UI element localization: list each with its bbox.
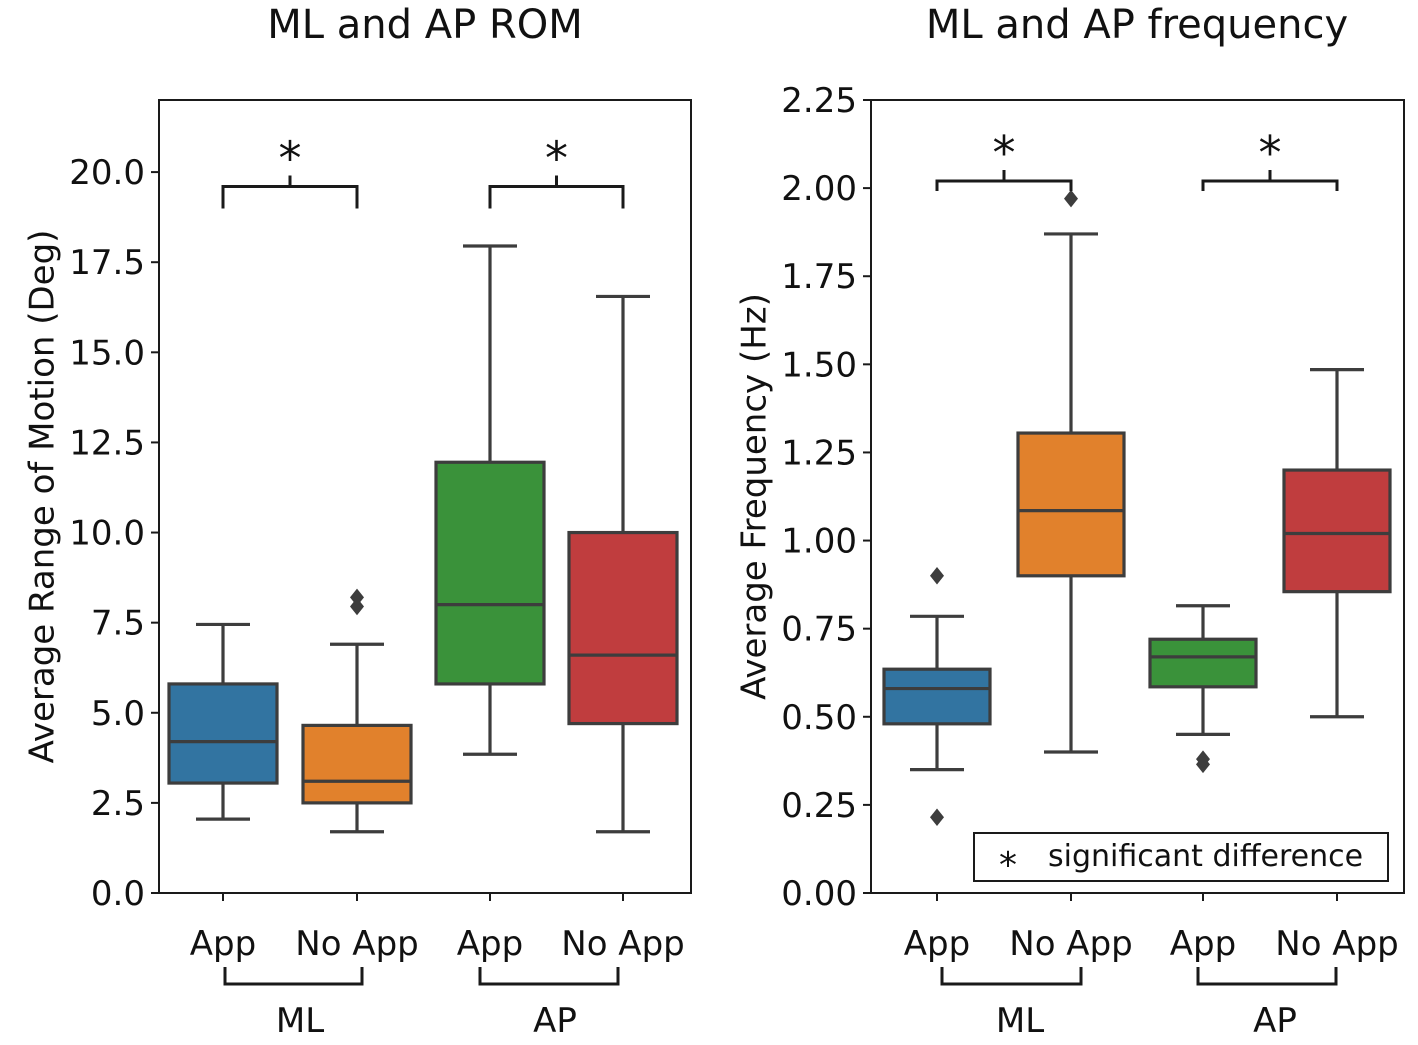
legend: * significant difference xyxy=(973,832,1389,886)
outlier-point xyxy=(930,808,944,826)
chart-panel-1: ML and AP ROM Average Range of Motion (De… xyxy=(23,2,692,1041)
box-1 xyxy=(167,622,279,821)
significance-bracket xyxy=(221,175,359,209)
x-tick-label: App xyxy=(457,924,523,964)
outlier-point xyxy=(1064,189,1078,208)
y-tick-label: 0.75 xyxy=(781,610,857,650)
group-bracket xyxy=(940,967,1083,986)
legend-marker: * xyxy=(999,845,1017,886)
y-tick-label: 12.5 xyxy=(69,423,145,463)
box-iqr xyxy=(434,460,546,686)
chart-title: ML and AP frequency xyxy=(926,2,1348,48)
y-tick-label: 2.00 xyxy=(781,169,857,209)
box-4 xyxy=(567,294,679,834)
y-tick-label: 1.75 xyxy=(781,257,857,297)
chart-panel-2: ML and AP frequency Average Frequency (Hz… xyxy=(735,2,1405,1041)
box-3 xyxy=(434,244,546,756)
box-iqr xyxy=(1016,431,1126,578)
box-2 xyxy=(301,588,413,834)
box-iqr xyxy=(301,723,413,805)
y-tick-label: 17.5 xyxy=(69,243,145,283)
box-3 xyxy=(1148,604,1258,774)
group-label: AP xyxy=(533,1001,577,1041)
group-label: ML xyxy=(276,1001,324,1041)
significance-bracket xyxy=(488,175,625,209)
x-tick-label: App xyxy=(1170,924,1236,964)
box-iqr xyxy=(1282,468,1392,594)
box-1 xyxy=(882,567,992,826)
group-bracket xyxy=(478,967,620,986)
y-tick-label: 2.25 xyxy=(781,81,857,121)
significance-marker: * xyxy=(545,132,568,186)
group-label: AP xyxy=(1253,1001,1297,1041)
y-tick-label: 20.0 xyxy=(69,153,145,193)
y-tick-label: 10.0 xyxy=(69,514,145,554)
box-iqr xyxy=(567,530,679,726)
outlier-point xyxy=(350,597,364,616)
y-tick-label: 7.5 xyxy=(91,604,145,644)
y-tick-label: 0.50 xyxy=(781,698,857,738)
outlier-point xyxy=(930,567,944,585)
y-tick-label: 5.0 xyxy=(91,694,145,734)
plot-frame xyxy=(158,99,692,894)
box-4 xyxy=(1282,368,1392,719)
legend-text: significant difference xyxy=(1048,839,1363,874)
significance-bracket xyxy=(1201,170,1339,192)
x-tick-label: No App xyxy=(295,924,418,964)
outlier-point xyxy=(350,588,364,607)
group-bracket xyxy=(223,967,364,986)
y-axis-label: Average Range of Motion (Deg) xyxy=(23,230,63,764)
y-tick-label: 0.00 xyxy=(781,874,857,914)
group-bracket xyxy=(1196,967,1338,986)
y-tick-label: 15.0 xyxy=(69,333,145,373)
y-tick-label: 1.25 xyxy=(781,433,857,473)
x-tick-label: No App xyxy=(1275,924,1398,964)
group-label: ML xyxy=(996,1001,1044,1041)
significance-marker: * xyxy=(993,126,1016,180)
significance-marker: * xyxy=(1259,126,1282,180)
chart-title: ML and AP ROM xyxy=(267,2,582,48)
x-tick-label: No App xyxy=(561,924,684,964)
y-tick-label: 0.25 xyxy=(781,786,857,826)
box-iqr xyxy=(167,682,279,785)
x-tick-label: App xyxy=(190,924,256,964)
outlier-point xyxy=(1196,750,1210,768)
significance-marker: * xyxy=(279,132,302,186)
legend-box xyxy=(973,832,1389,882)
y-tick-label: 2.5 xyxy=(91,784,145,824)
plot-frame xyxy=(870,99,1405,894)
box-iqr xyxy=(1148,637,1258,689)
box-iqr xyxy=(882,667,992,726)
x-tick-label: No App xyxy=(1009,924,1132,964)
x-tick-label: App xyxy=(904,924,970,964)
y-axis-label: Average Frequency (Hz) xyxy=(735,293,775,700)
significance-bracket xyxy=(935,170,1073,192)
y-tick-label: 0.0 xyxy=(91,874,145,914)
y-tick-label: 1.00 xyxy=(781,522,857,562)
y-tick-label: 1.50 xyxy=(781,345,857,385)
box-2 xyxy=(1016,189,1126,754)
